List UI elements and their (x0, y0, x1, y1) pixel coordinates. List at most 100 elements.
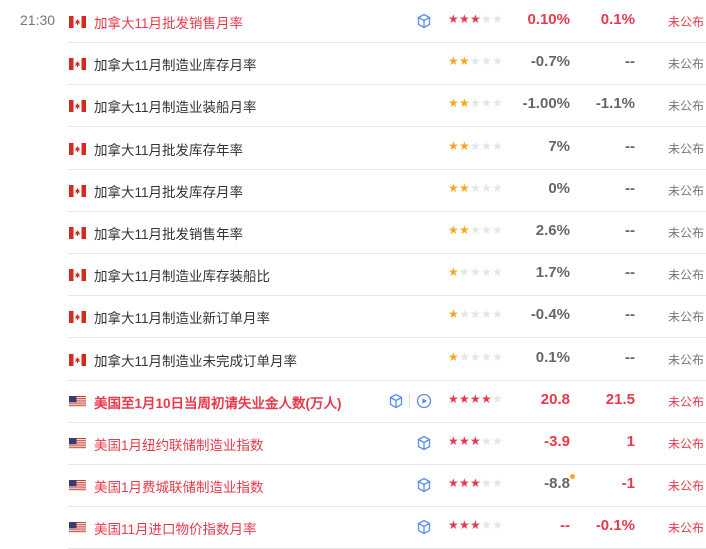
star-icon: ★ (481, 54, 492, 69)
forecast-value: -- (625, 264, 635, 282)
star-icon: ★ (492, 54, 503, 69)
revised-dot (570, 474, 575, 480)
event-name[interactable]: 美国至1月10日当周初请失业金人数(万人) (94, 395, 342, 411)
previous-value: -0.7% (531, 53, 570, 70)
status-label: 未公布 (668, 15, 705, 29)
star-icon: ★ (492, 96, 503, 111)
star-icon: ★ (459, 518, 470, 533)
event-row[interactable]: 加拿大11月制造业新订单月率 ★★★★★ -0.4% -- 未公布 (68, 295, 706, 339)
star-icon: ★ (470, 307, 481, 322)
divider (409, 393, 410, 408)
star-icon: ★ (481, 223, 492, 237)
star-icon: ★ (448, 265, 459, 280)
importance-stars: ★★★★★ (448, 96, 503, 110)
previous-value: -8.8 (544, 474, 575, 492)
importance-stars: ★★★★★ (448, 265, 503, 279)
star-icon: ★ (470, 138, 481, 153)
star-icon: ★ (492, 180, 503, 195)
star-icon: ★ (481, 96, 492, 111)
forecast-value: 21.5 (605, 390, 635, 408)
cube-icon[interactable] (416, 519, 432, 535)
star-icon: ★ (470, 180, 481, 195)
event-name[interactable]: 美国1月纽约联储制造业指数 (94, 438, 264, 453)
star-icon: ★ (459, 223, 470, 237)
canada-flag-icon (69, 353, 86, 366)
star-icon: ★ (459, 265, 470, 280)
previous-value-text: 7% (548, 137, 570, 155)
status-label: 未公布 (668, 57, 705, 72)
status-label: 未公布 (668, 394, 705, 409)
previous-value-text: 0.1% (535, 348, 570, 366)
star-icon: ★ (448, 307, 459, 322)
event-name[interactable]: 加拿大11月批发销售月率 (94, 16, 244, 31)
event-row[interactable]: 加拿大11月批发库存月率 ★★★★★ 0% -- 未公布 (68, 169, 706, 212)
event-row[interactable]: 加拿大11月批发销售年率 ★★★★★ 2.6% -- 未公布 (68, 211, 706, 254)
star-icon: ★ (448, 12, 459, 26)
star-icon: ★ (448, 96, 459, 111)
event-row[interactable]: 美国1月费城联储制造业指数 ★★★★★ -8.8 -1 未公布 (68, 464, 706, 508)
star-icon: ★ (481, 434, 492, 448)
event-row[interactable]: 美国11月进口物价指数月率 ★★★★★ -- -0.1% 未公布 (68, 506, 706, 549)
event-row[interactable]: 加拿大11月批发销售月率 ★★★★★ 0.10% 0.1% 未公布 (68, 0, 706, 43)
event-row[interactable]: 加拿大11月制造业未完成订单月率 ★★★★★ 0.1% -- 未公布 (68, 338, 706, 381)
event-name[interactable]: 美国1月费城联储制造业指数 (94, 480, 264, 496)
star-icon: ★ (448, 518, 459, 533)
event-name[interactable]: 加拿大11月制造业新订单月率 (94, 311, 271, 327)
cube-icon[interactable] (416, 477, 432, 493)
star-icon: ★ (481, 180, 492, 195)
star-icon: ★ (448, 138, 459, 153)
importance-stars: ★★★★★ (448, 139, 503, 153)
event-name[interactable]: 加拿大11月批发库存年率 (94, 142, 244, 158)
star-icon: ★ (481, 138, 492, 153)
event-row[interactable]: 加拿大11月制造业库存装船比 ★★★★★ 1.7% -- 未公布 (68, 253, 706, 297)
star-icon: ★ (470, 476, 481, 491)
event-row[interactable]: 加拿大11月制造业库存月率 ★★★★★ -0.7% -- 未公布 (68, 42, 706, 86)
cube-icon[interactable] (416, 435, 432, 451)
play-icon[interactable] (416, 393, 432, 409)
star-icon: ★ (470, 223, 481, 237)
previous-value: -- (560, 517, 570, 534)
importance-stars: ★★★★★ (448, 12, 503, 26)
cube-icon[interactable] (416, 13, 432, 29)
event-name[interactable]: 加拿大11月制造业库存月率 (94, 58, 257, 74)
event-row[interactable]: 加拿大11月批发库存年率 ★★★★★ 7% -- 未公布 (68, 127, 706, 170)
status-label: 未公布 (668, 310, 705, 325)
event-time: 21:30 (20, 12, 56, 28)
star-icon: ★ (459, 476, 470, 491)
star-icon: ★ (470, 54, 481, 69)
importance-stars: ★★★★★ (448, 434, 503, 448)
star-icon: ★ (448, 54, 459, 69)
status-label: 未公布 (668, 521, 705, 536)
status-label: 未公布 (668, 268, 705, 283)
event-name[interactable]: 加拿大11月批发销售年率 (94, 227, 244, 242)
event-name[interactable]: 美国11月进口物价指数月率 (94, 522, 257, 538)
event-row[interactable]: 加拿大11月制造业装船月率 ★★★★★ -1.00% -1.1% 未公布 (68, 84, 706, 128)
event-name[interactable]: 加拿大11月制造业未完成订单月率 (94, 353, 298, 369)
star-icon: ★ (492, 476, 503, 491)
status-label: 未公布 (668, 183, 705, 198)
star-icon: ★ (448, 434, 459, 448)
status-label: 未公布 (668, 226, 705, 240)
previous-value-text: -1.00% (522, 95, 570, 113)
star-icon: ★ (492, 12, 503, 26)
event-name[interactable]: 加拿大11月制造业装船月率 (94, 100, 257, 116)
previous-value: 0.10% (527, 11, 570, 28)
importance-stars: ★★★★★ (448, 350, 503, 364)
star-icon: ★ (448, 391, 459, 406)
importance-stars: ★★★★★ (448, 392, 503, 406)
star-icon: ★ (448, 349, 459, 364)
event-row[interactable]: 美国至1月10日当周初请失业金人数(万人) ★★★★★ 20.8 21.5 未公布 (68, 380, 706, 423)
event-name[interactable]: 加拿大11月制造业库存装船比 (94, 269, 271, 285)
canada-flag-icon (69, 57, 86, 71)
star-icon: ★ (481, 391, 492, 406)
previous-value-text: -- (560, 517, 570, 535)
star-icon: ★ (492, 391, 503, 406)
canada-flag-icon (69, 184, 86, 197)
event-row[interactable]: 美国1月纽约联储制造业指数 ★★★★★ -3.9 1 未公布 (68, 422, 706, 465)
forecast-value: -- (625, 348, 635, 366)
star-icon: ★ (492, 349, 503, 364)
forecast-value: -- (625, 306, 635, 324)
event-name[interactable]: 加拿大11月批发库存月率 (94, 184, 244, 200)
previous-value: 0% (548, 180, 570, 197)
cube-icon[interactable] (388, 393, 404, 409)
